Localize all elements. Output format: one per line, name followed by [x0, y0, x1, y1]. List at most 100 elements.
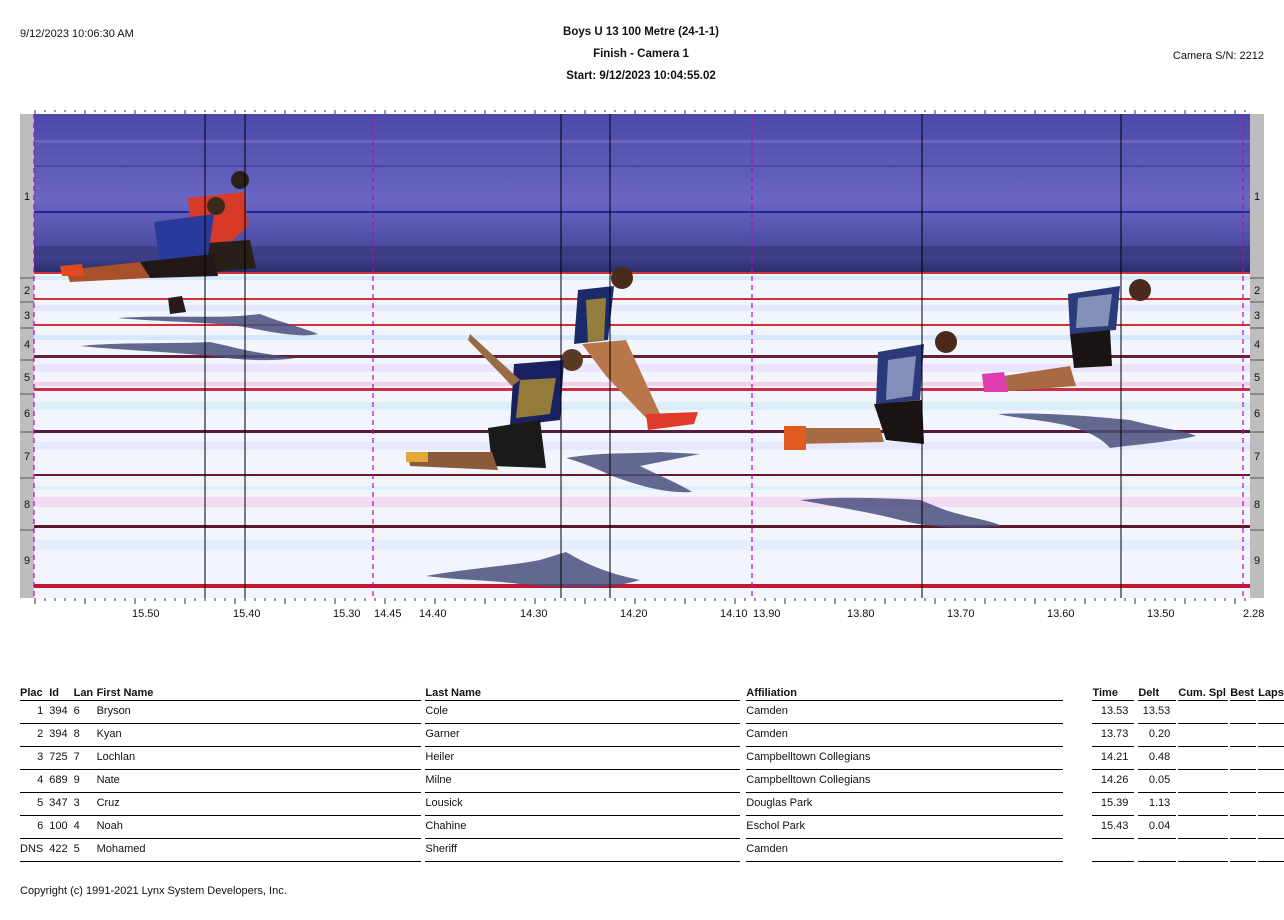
best-cell [1230, 816, 1257, 839]
finish-photo[interactable]: 1 2 3 4 5 6 7 8 9 1 2 3 4 5 6 7 8 9 15.5… [0, 104, 1284, 624]
affiliation-cell: Camden [746, 724, 1063, 747]
col-header-delta: Delt [1138, 684, 1177, 701]
race-title: Boys U 13 100 Metre (24-1-1) [563, 26, 719, 38]
lane-cell: 6 [73, 701, 97, 724]
report-datetime: 9/12/2023 10:06:30 AM [20, 28, 134, 40]
time-cell: 15.43 [1092, 816, 1135, 839]
id-cell: 725 [49, 747, 74, 770]
place-cell: 3 [20, 747, 50, 770]
cum-split-cell [1178, 724, 1229, 747]
result-row[interactable]: 5 347 3 Cruz Lousick Douglas Park 15.39 1.13 [20, 793, 1284, 816]
copyright-footer: Copyright (c) 1991-2021 Lynx System Deve… [20, 885, 287, 897]
lane-label-right: 9 [1254, 555, 1260, 567]
result-row[interactable]: 3 725 7 Lochlan Heiler Campbelltown Collegian… [20, 747, 1284, 770]
time-label: 13.80 [847, 608, 875, 620]
lane-label-right: 5 [1254, 372, 1260, 384]
affiliation-cell: Eschol Park [746, 816, 1063, 839]
id-cell: 422 [49, 839, 74, 862]
time-label: 13.60 [1047, 608, 1075, 620]
lane-label-left: 3 [24, 310, 30, 322]
laps-cell [1258, 701, 1284, 724]
lane-line [34, 430, 1250, 433]
col-header-laps: Laps [1258, 684, 1284, 701]
start-time: Start: 9/12/2023 10:04:55.02 [566, 70, 716, 82]
place-cell: 2 [20, 724, 50, 747]
right-lane-bar [1250, 114, 1264, 598]
results-table: Plac Id Lan First Name Last Name Affilia… [20, 684, 1284, 862]
results-header-row: Plac Id Lan First Name Last Name Affilia… [20, 684, 1284, 701]
best-cell [1230, 724, 1257, 747]
delta-cell: 13.53 [1138, 701, 1177, 724]
id-cell: 100 [49, 816, 74, 839]
lane-cell: 3 [73, 793, 97, 816]
lane-line [34, 355, 1250, 358]
last-name-cell: Sheriff [425, 839, 741, 862]
lane-line [34, 584, 1250, 588]
col-header-lane: Lan [73, 684, 97, 701]
time-label: 15.30 [333, 608, 361, 620]
first-name-cell: Mohamed [96, 839, 422, 862]
lane-line [34, 272, 1250, 274]
id-cell: 394 [49, 724, 74, 747]
best-cell [1230, 701, 1257, 724]
cum-split-cell [1178, 747, 1229, 770]
first-name-cell: Kyan [96, 724, 422, 747]
lane-label-left: 5 [24, 372, 30, 384]
lane-label-right: 6 [1254, 408, 1260, 420]
time-cell: 15.39 [1092, 793, 1135, 816]
lane-cell: 7 [73, 747, 97, 770]
affiliation-cell: Camden [746, 701, 1063, 724]
time-label: 14.40 [419, 608, 447, 620]
time-lines [204, 114, 1122, 598]
lane-label-left: 1 [24, 191, 30, 203]
id-cell: 394 [49, 701, 74, 724]
time-label: 14.45 [374, 608, 402, 620]
first-name-cell: Noah [96, 816, 422, 839]
time-label: 13.70 [947, 608, 975, 620]
left-lane-bar [20, 114, 34, 598]
result-row[interactable]: DNS 422 5 Mohamed Sheriff Camden [20, 839, 1284, 862]
time-cell: 13.53 [1092, 701, 1135, 724]
lane-line [34, 525, 1250, 528]
camera-serial: Camera S/N: 2212 [1172, 50, 1264, 62]
last-name-cell: Chahine [425, 816, 741, 839]
cum-split-cell [1178, 816, 1229, 839]
affiliation-cell: Campbelltown Collegians [746, 747, 1063, 770]
result-row[interactable]: 6 100 4 Noah Chahine Eschol Park 15.43 0.04 [20, 816, 1284, 839]
best-cell [1230, 839, 1257, 862]
col-header-best: Best [1230, 684, 1257, 701]
result-row[interactable]: 1 394 6 Bryson Cole Camden 13.53 13.53 [20, 701, 1284, 724]
delta-cell: 1.13 [1138, 793, 1177, 816]
laps-cell [1258, 793, 1284, 816]
result-row[interactable]: 4 689 9 Nate Milne Campbelltown Collegians 14.… [20, 770, 1284, 793]
lane-label-right: 8 [1254, 499, 1260, 511]
lane-label-right: 1 [1254, 191, 1260, 203]
laps-cell [1258, 839, 1284, 862]
lane-line [34, 324, 1250, 326]
lane-line [34, 211, 1250, 213]
last-name-cell: Heiler [425, 747, 741, 770]
affiliation-cell: Douglas Park [746, 793, 1063, 816]
time-label: 15.50 [132, 608, 160, 620]
lane-label-right: 7 [1254, 451, 1260, 463]
runner-shadows [80, 314, 1196, 588]
place-cell: 4 [20, 770, 50, 793]
affiliation-cell: Campbelltown Collegians [746, 770, 1063, 793]
lane-cell: 5 [73, 839, 97, 862]
result-row[interactable]: 2 394 8 Kyan Garner Camden 13.73 0.20 [20, 724, 1284, 747]
best-cell [1230, 770, 1257, 793]
last-name-cell: Lousick [425, 793, 741, 816]
first-name-cell: Nate [96, 770, 422, 793]
lane-label-left: 9 [24, 555, 30, 567]
lane-label-right: 3 [1254, 310, 1260, 322]
lane-cell: 4 [73, 816, 97, 839]
runner-lane-1b [60, 197, 225, 314]
last-name-cell: Milne [425, 770, 741, 793]
place-cell: DNS [20, 839, 50, 862]
time-label: 15.40 [233, 608, 261, 620]
time-cell [1092, 839, 1135, 862]
time-label: 13.50 [1147, 608, 1175, 620]
delta-cell [1138, 839, 1177, 862]
last-name-cell: Garner [425, 724, 741, 747]
first-name-cell: Bryson [96, 701, 422, 724]
